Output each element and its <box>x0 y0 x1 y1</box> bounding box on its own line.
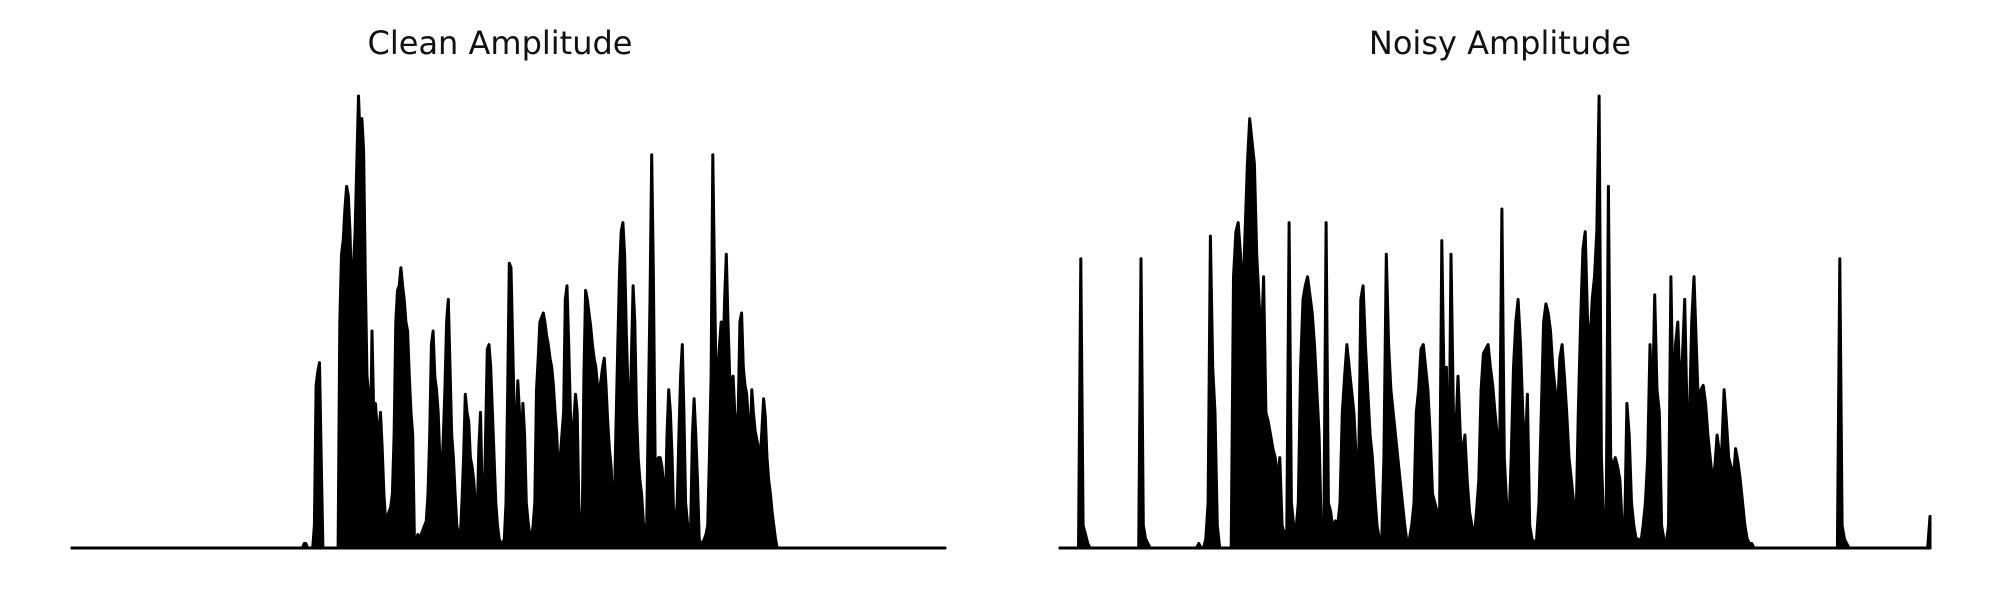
clean-amplitude-panel: Clean Amplitude <box>70 24 947 550</box>
amplitude-series-1-0 <box>1058 94 1932 550</box>
noisy-amplitude-title: Noisy Amplitude <box>1368 24 1632 62</box>
clean-amplitude-title: Clean Amplitude <box>367 24 633 62</box>
noisy-amplitude-plot <box>1058 94 1932 550</box>
noisy-amplitude-panel: Noisy Amplitude <box>1000 0 2000 600</box>
clean-amplitude-plot <box>70 94 947 550</box>
amplitude-series-0-0 <box>70 94 947 550</box>
